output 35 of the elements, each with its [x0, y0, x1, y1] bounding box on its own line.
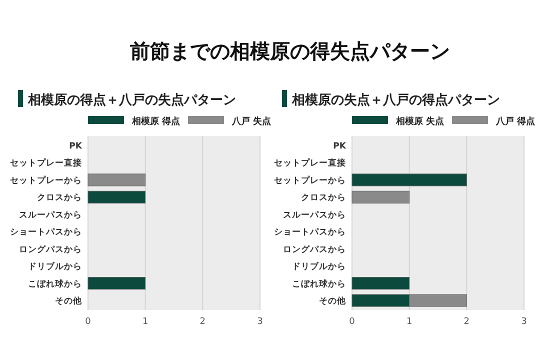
legend-label: 八戸 得点 — [495, 116, 536, 127]
y-tick-label: ドリブルから — [28, 261, 82, 272]
y-tick-label: スルーパスから — [283, 210, 346, 220]
y-tick-label: ロングパスから — [283, 244, 346, 255]
y-tick-label: PK — [333, 141, 346, 152]
text: 前節までの相模原の得失点パターン — [129, 39, 450, 63]
y-tick-label: クロスから — [37, 193, 82, 204]
legend-label: 相模原 失点 — [395, 116, 444, 127]
y-tick-label: ロングパスから — [19, 244, 82, 255]
y-tick-label: PK — [69, 141, 82, 152]
y-tick-label: セットプレー直接 — [274, 158, 346, 169]
x-tick-label: 1 — [406, 317, 412, 327]
y-tick-label: セットプレーから — [10, 174, 82, 186]
x-tick-label: 1 — [142, 317, 148, 327]
y-tick-label: その他 — [319, 296, 347, 307]
y-tick-label: その他 — [55, 296, 83, 307]
x-tick-label: 3 — [257, 317, 263, 327]
y-tick-label: セットプレーから — [274, 174, 346, 186]
y-tick-label: ショートパスから — [10, 228, 82, 238]
y-tick-label: クロスから — [301, 193, 346, 204]
y-tick-label: ドリブルから — [292, 261, 346, 272]
x-tick-label: 0 — [85, 317, 92, 327]
legend-label: 相模原 得点 — [131, 116, 180, 127]
y-tick-label: こぼれ球から — [292, 278, 346, 290]
x-tick-label: 0 — [349, 317, 356, 327]
x-tick-label: 3 — [521, 317, 527, 327]
y-tick-label: こぼれ球から — [28, 278, 82, 290]
y-tick-label: スルーパスから — [19, 210, 82, 220]
x-tick-label: 2 — [200, 317, 206, 327]
chart-title: 相模原の失点＋八戸の得点パターン — [291, 92, 500, 108]
y-tick-label: ショートパスから — [274, 228, 346, 238]
chart-title: 相模原の得点＋八戸の失点パターン — [27, 92, 236, 108]
y-tick-label: セットプレー直接 — [10, 158, 82, 169]
legend-label: 八戸 失点 — [231, 116, 272, 127]
x-tick-label: 2 — [464, 317, 470, 327]
